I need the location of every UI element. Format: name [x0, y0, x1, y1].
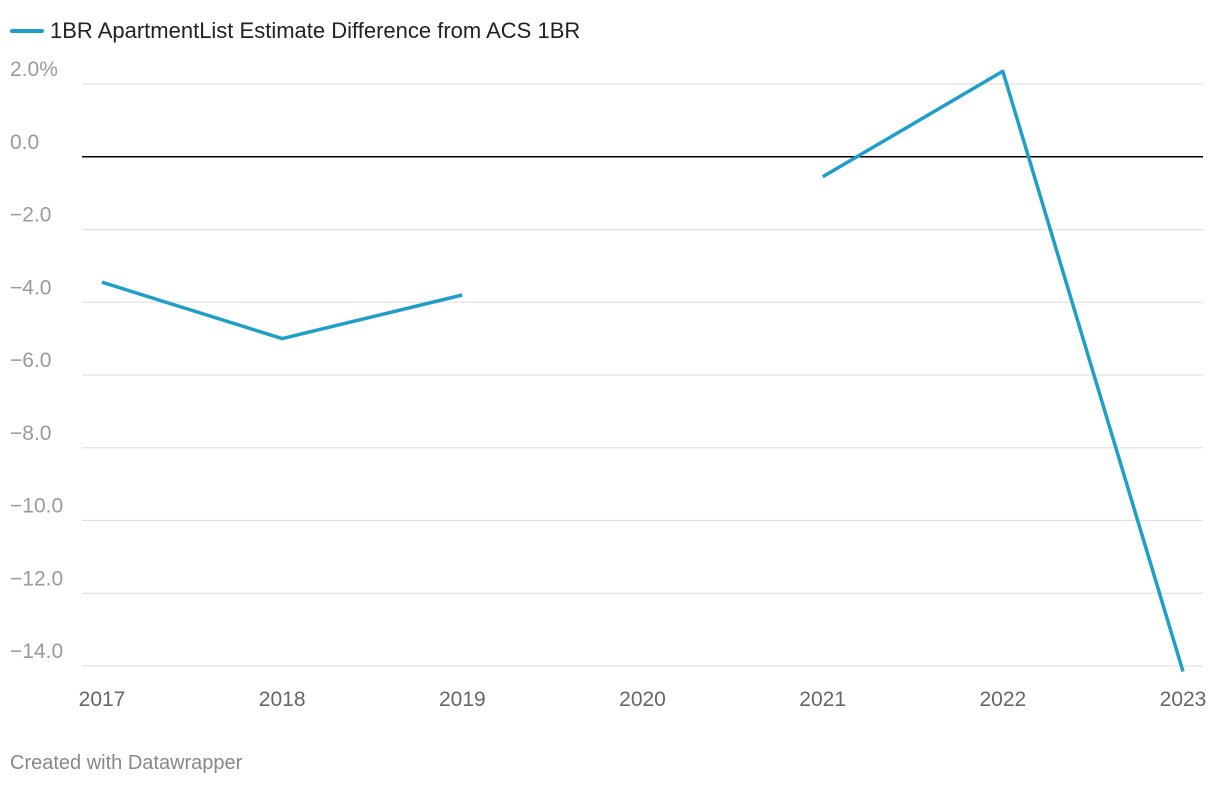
- y-tick-label: 0.0: [10, 131, 39, 154]
- y-tick-label: −10.0: [10, 495, 63, 518]
- series-line-segment: [821, 69, 1185, 673]
- x-tick-label: 2018: [259, 688, 306, 711]
- data-point: [821, 175, 825, 179]
- footer-credit: Created with Datawrapper: [10, 752, 243, 774]
- data-point: [100, 280, 104, 284]
- data-point: [460, 293, 464, 297]
- series-layer: [100, 69, 1185, 673]
- y-tick-label: −8.0: [10, 422, 51, 445]
- legend-label: 1BR ApartmentList Estimate Difference fr…: [50, 18, 581, 43]
- legend-swatch: [10, 29, 44, 33]
- y-tick-label: −6.0: [10, 349, 51, 372]
- y-tick-label: −14.0: [10, 640, 63, 663]
- x-tick-label: 2019: [439, 688, 486, 711]
- grid-layer: [82, 83, 1203, 667]
- x-axis: 2017 2018 2019 2020 2021 2022 2023: [79, 688, 1207, 711]
- data-point: [1181, 669, 1185, 673]
- x-tick-label: 2017: [79, 688, 126, 711]
- y-tick-label: −4.0: [10, 276, 51, 299]
- x-tick-label: 2023: [1160, 688, 1207, 711]
- y-axis: 2.0% 0.0 −2.0 −4.0 −6.0 −8.0 −10.0 −12.0 −14.0: [10, 58, 63, 663]
- x-tick-label: 2022: [979, 688, 1026, 711]
- y-tick-label: −12.0: [10, 567, 63, 590]
- y-tick-label: 2.0%: [10, 58, 58, 81]
- series-line-segment: [101, 280, 463, 341]
- x-tick-label: 2020: [619, 688, 666, 711]
- x-tick-label: 2021: [799, 688, 846, 711]
- data-point: [1001, 69, 1005, 73]
- data-point: [280, 337, 284, 341]
- legend: 1BR ApartmentList Estimate Difference fr…: [10, 16, 580, 46]
- y-tick-label: −2.0: [10, 204, 51, 227]
